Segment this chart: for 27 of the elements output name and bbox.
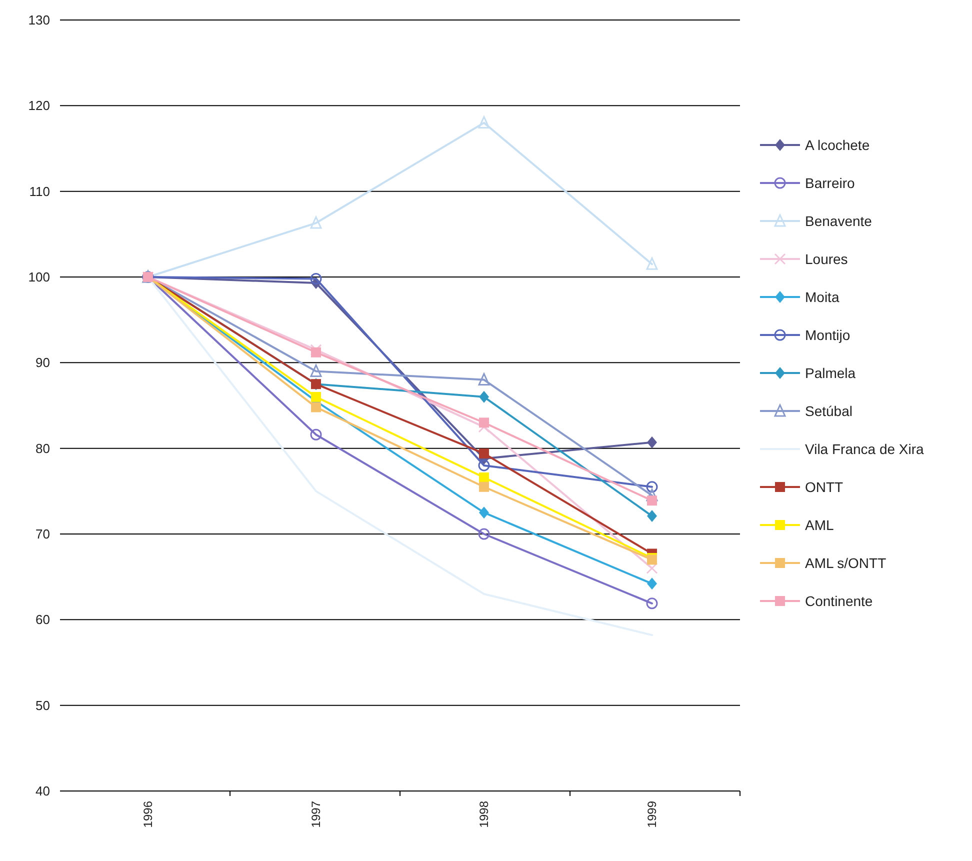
legend-label: Continente (805, 592, 873, 609)
y-tick-label: 100 (28, 270, 50, 285)
y-tick-label: 130 (28, 12, 50, 28)
legend-label: Loures (805, 250, 848, 267)
x-tick-label: 1997 (309, 800, 323, 828)
y-tick-label: 120 (28, 98, 50, 114)
legend-label: Montijo (805, 326, 850, 343)
legend-label: Benavente (805, 212, 872, 229)
legend-label: AML (805, 516, 834, 533)
legend-label: Barreiro (805, 174, 856, 191)
legend-label: AML s/ONTT (805, 554, 887, 571)
y-tick-label: 90 (36, 355, 50, 370)
legend-label: Vila Franca de Xira (805, 440, 924, 457)
x-tick-label: 1998 (477, 800, 491, 828)
y-tick-label: 50 (36, 698, 50, 713)
y-tick-label: 40 (36, 784, 50, 799)
legend-label: ONTT (805, 478, 844, 495)
y-tick-label: 60 (36, 612, 50, 628)
x-tick-label: 1999 (645, 800, 659, 828)
legend-label: Palmela (805, 364, 856, 381)
legend-label: A lcochete (805, 136, 870, 153)
x-tick-label: 1996 (141, 800, 155, 828)
y-tick-label: 110 (29, 184, 50, 199)
y-tick-label: 80 (36, 440, 50, 456)
y-tick-label: 70 (36, 526, 50, 542)
legend-label: Moita (805, 288, 840, 305)
legend-label: Setúbal (805, 402, 852, 419)
